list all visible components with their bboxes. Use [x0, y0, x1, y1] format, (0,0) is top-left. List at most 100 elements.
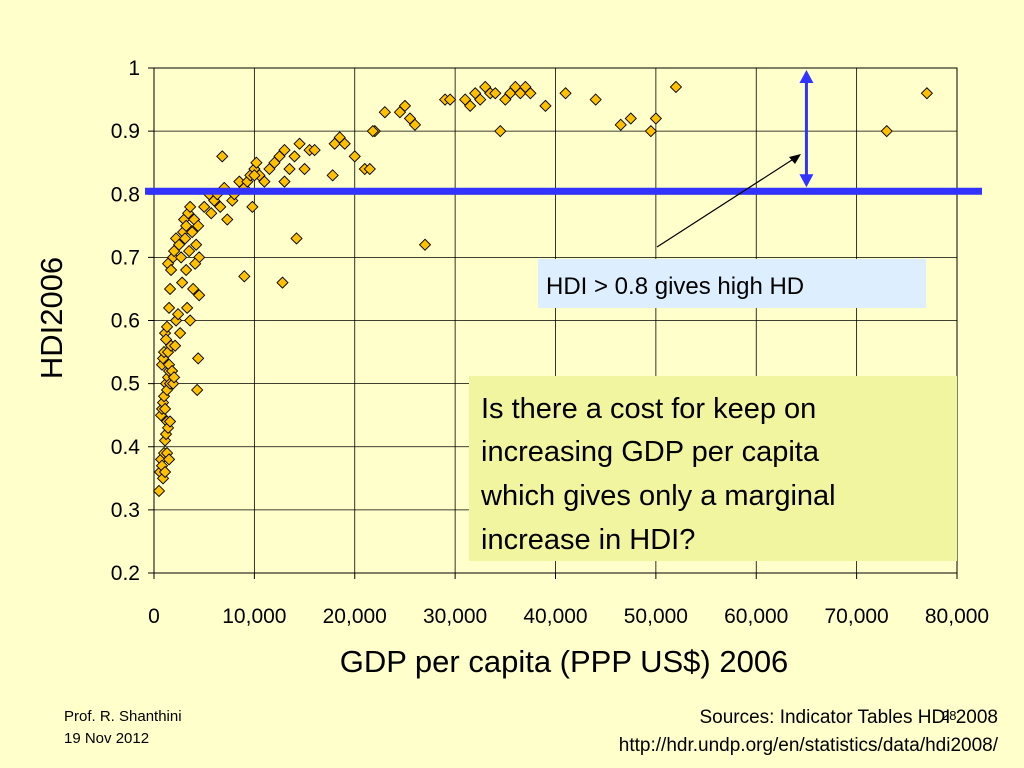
y-tick-label: 0.5: [111, 373, 140, 396]
data-point: [163, 282, 177, 296]
data-points: [152, 80, 934, 498]
question-box: [469, 376, 957, 561]
y-tick-label: 0.6: [111, 310, 140, 333]
data-point: [193, 289, 206, 302]
data-point: [238, 270, 251, 283]
data-point: [278, 143, 291, 157]
data-point: [158, 465, 172, 479]
data-point: [183, 314, 197, 327]
data-point: [162, 453, 176, 466]
data-point: [152, 484, 166, 498]
source-line: Sources: Indicator Tables HDI 2008: [699, 707, 998, 728]
y-tick-label: 0.2: [111, 562, 140, 585]
x-tick-label: 80,000: [925, 605, 989, 628]
data-point: [418, 238, 432, 251]
data-point: [283, 162, 296, 176]
y-tick-label: 0.3: [111, 499, 140, 522]
data-point: [198, 200, 211, 214]
data-point: [290, 232, 303, 245]
data-point: [246, 200, 259, 214]
x-tick-label: 50,000: [624, 605, 688, 628]
gap-arrow-bottom-head: [799, 174, 814, 188]
y-tick-label: 0.9: [111, 120, 140, 143]
data-point: [205, 207, 218, 220]
data-point: [474, 93, 487, 106]
x-tick-label: 10,000: [222, 605, 286, 628]
callout-high-text: HDI > 0.8 gives high HD: [546, 273, 804, 300]
callout-pointer-head: [789, 154, 801, 164]
question-line-4: increase in HDI?: [481, 524, 695, 556]
data-point: [489, 87, 502, 100]
data-point: [524, 87, 537, 100]
data-point: [408, 118, 422, 131]
data-point: [398, 99, 412, 113]
data-point: [614, 118, 627, 131]
data-point: [624, 112, 637, 125]
x-tick-label: 70,000: [825, 605, 889, 628]
data-point: [258, 175, 271, 188]
data-point: [278, 175, 291, 188]
data-point: [378, 106, 391, 119]
source-url: http://hdr.undp.org/en/statistics/data/h…: [618, 735, 998, 756]
data-point: [348, 150, 361, 163]
data-point: [160, 320, 174, 333]
data-point: [589, 93, 602, 106]
presenter-name: Prof. R. Shanthini: [64, 708, 182, 725]
x-tick-label: 40,000: [523, 605, 587, 628]
data-point: [559, 87, 572, 100]
data-point: [171, 308, 185, 321]
data-point: [183, 200, 197, 214]
data-point: [192, 219, 205, 232]
x-tick-label: 60,000: [724, 605, 788, 628]
data-point: [221, 213, 234, 226]
data-point: [191, 383, 204, 397]
data-point: [276, 276, 289, 289]
callout-high-box: [538, 259, 926, 308]
data-point: [163, 415, 177, 428]
data-point: [158, 402, 172, 416]
x-tick-label: 30,000: [423, 605, 487, 628]
data-point: [175, 276, 189, 289]
page-number: 28: [942, 708, 957, 723]
data-point: [172, 238, 186, 251]
data-point: [644, 124, 657, 138]
y-tick-labels: 0.2 0.3 0.4 0.5 0.6 0.7 0.8 0.9 1: [111, 57, 141, 585]
data-point: [649, 112, 663, 125]
data-point: [216, 150, 229, 163]
data-point: [293, 137, 306, 150]
data-point: [248, 169, 261, 182]
data-point: [192, 352, 205, 365]
data-point: [182, 244, 196, 258]
y-tick-label: 0.8: [111, 183, 140, 206]
presenter-info: Prof. R. Shanthini 19 Nov 2012: [64, 706, 182, 750]
data-point: [162, 301, 176, 315]
data-point: [326, 169, 339, 182]
data-point: [366, 124, 379, 138]
question-line-3: which gives only a marginal: [480, 480, 836, 512]
data-point: [494, 124, 507, 138]
data-point: [189, 257, 202, 270]
data-point: [308, 143, 321, 157]
data-point: [539, 99, 552, 113]
question-line-2: increasing GDP per capita: [481, 436, 820, 468]
sources-block: Sources: Indicator Tables HDI 2008 http:…: [619, 704, 998, 760]
data-point: [179, 263, 193, 277]
data-point: [363, 162, 376, 176]
data-point: [288, 150, 301, 163]
data-point: [180, 301, 194, 315]
y-axis-title: HDI2006: [34, 257, 69, 379]
question-line-1: Is there a cost for keep on: [481, 393, 816, 425]
data-point: [179, 219, 193, 232]
callout-pointer-line: [656, 157, 796, 248]
data-point: [168, 339, 182, 352]
data-point: [186, 225, 199, 239]
gap-arrow-top-head: [799, 70, 814, 83]
data-point: [214, 200, 227, 214]
data-point: [167, 371, 181, 384]
y-tick-label: 0.7: [111, 246, 140, 269]
presentation-date: 19 Nov 2012: [64, 730, 150, 747]
data-point: [187, 282, 200, 296]
data-point: [164, 263, 178, 277]
